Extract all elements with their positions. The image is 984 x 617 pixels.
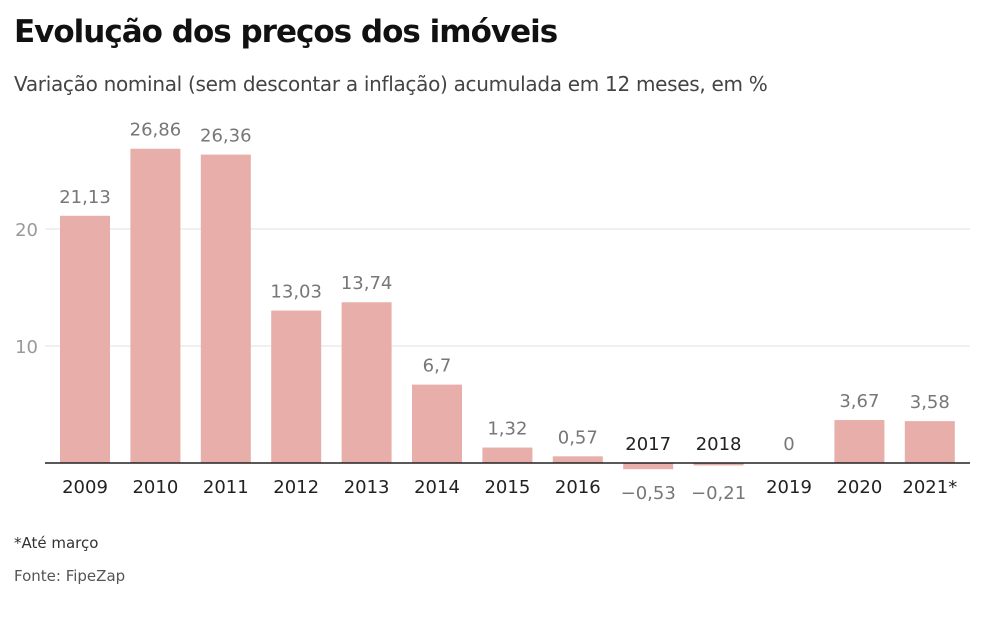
- bar: [834, 420, 885, 463]
- data-label: 1,32: [487, 419, 527, 440]
- y-tick-label: 10: [15, 337, 38, 358]
- y-tick-label: 20: [15, 220, 38, 241]
- bar: [482, 447, 533, 463]
- x-tick-label: 2014: [414, 477, 460, 498]
- bar: [271, 310, 322, 463]
- chart-subtitle: Variação nominal (sem descontar a inflaç…: [14, 72, 768, 96]
- data-label: −0,53: [621, 483, 676, 504]
- x-tick-label: 2018: [696, 434, 742, 455]
- bar: [552, 456, 603, 463]
- data-label: 0: [783, 434, 794, 455]
- bar: [412, 384, 462, 463]
- bar: [200, 154, 251, 463]
- data-label: 26,86: [130, 120, 182, 141]
- data-label: 26,36: [200, 126, 252, 147]
- x-tick-label: 2012: [273, 477, 319, 498]
- x-tick-label: 2021*: [902, 477, 957, 498]
- x-tick-label: 2020: [836, 477, 882, 498]
- bar: [60, 215, 110, 463]
- x-tick-label: 2011: [203, 477, 249, 498]
- footnote: *Até março: [14, 534, 99, 552]
- bar: [341, 302, 392, 463]
- x-tick-label: 2019: [766, 477, 812, 498]
- bar: [623, 463, 674, 470]
- data-label: 13,03: [270, 282, 322, 303]
- bar: [904, 421, 955, 463]
- data-label: 0,57: [558, 427, 598, 448]
- x-tick-label: 2013: [344, 477, 390, 498]
- x-tick-label: 2015: [484, 477, 530, 498]
- data-label: 3,67: [839, 391, 879, 412]
- chart-title: Evolução dos preços dos imóveis: [14, 14, 558, 50]
- x-tick-label: 2017: [625, 434, 671, 455]
- data-label: 21,13: [59, 187, 111, 208]
- data-label: 6,7: [423, 356, 452, 377]
- x-tick-label: 2016: [555, 477, 601, 498]
- source: Fonte: FipeZap: [14, 567, 126, 585]
- bar: [693, 463, 744, 466]
- data-label: −0,21: [691, 483, 746, 504]
- bar: [130, 148, 181, 463]
- data-label: 3,58: [910, 392, 950, 413]
- data-label: 13,74: [341, 273, 393, 294]
- x-tick-label: 2010: [132, 477, 178, 498]
- x-tick-label: 2009: [62, 477, 108, 498]
